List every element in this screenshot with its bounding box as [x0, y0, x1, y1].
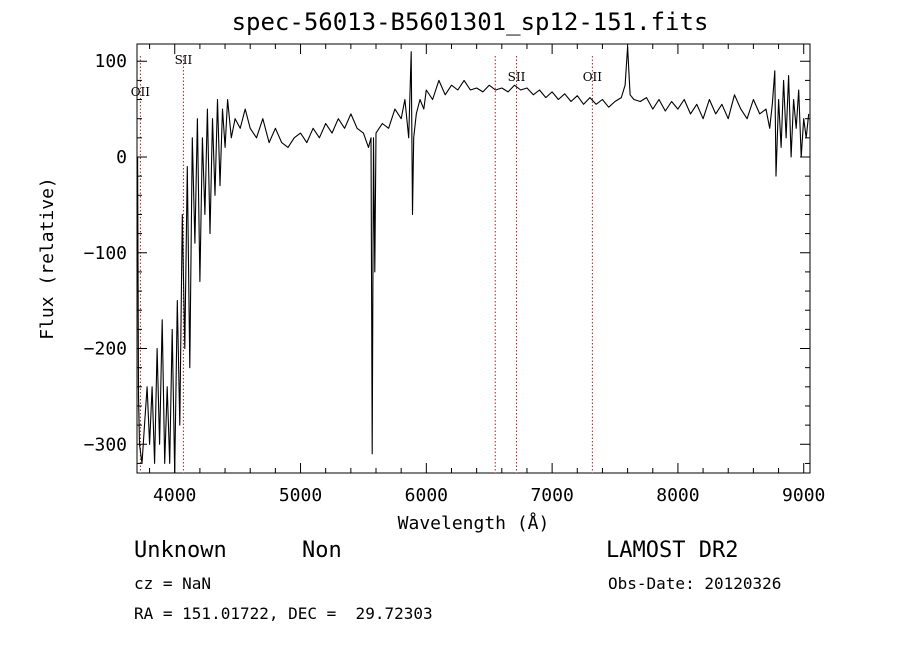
y-tick-label: −100: [84, 243, 127, 264]
object-subclass: Non: [302, 538, 342, 563]
ra-dec: RA = 151.01722, DEC = 29.72303: [134, 604, 433, 623]
chart-title: spec-56013-B5601301_sp12-151.fits: [231, 8, 709, 36]
x-tick-label: 5000: [279, 485, 322, 506]
obs-date: Obs-Date: 20120326: [608, 574, 782, 593]
y-tick-label: 0: [116, 147, 127, 168]
emission-line-label: SII: [508, 70, 526, 84]
object-class: Unknown: [134, 538, 227, 563]
y-axis-label: Flux (relative): [37, 177, 58, 340]
emission-line-label: OII: [583, 70, 603, 84]
x-tick-label: 6000: [405, 485, 448, 506]
plot-frame: [136, 43, 811, 474]
emission-line-label: OII: [131, 85, 151, 99]
x-tick-label: 9000: [782, 485, 825, 506]
survey-name: LAMOST DR2: [606, 538, 739, 563]
x-tick-label: 8000: [656, 485, 699, 506]
x-tick-label: 4000: [153, 485, 196, 506]
emission-line-label: SII: [175, 53, 193, 67]
x-axis-label: Wavelength (Å): [398, 512, 550, 534]
spectrum-line: [137, 46, 810, 474]
cz-value: cz = NaN: [134, 574, 212, 593]
y-tick-label: −300: [84, 434, 127, 455]
y-tick-label: 100: [94, 51, 127, 72]
x-tick-label: 7000: [530, 485, 573, 506]
y-tick-label: −200: [84, 339, 127, 360]
